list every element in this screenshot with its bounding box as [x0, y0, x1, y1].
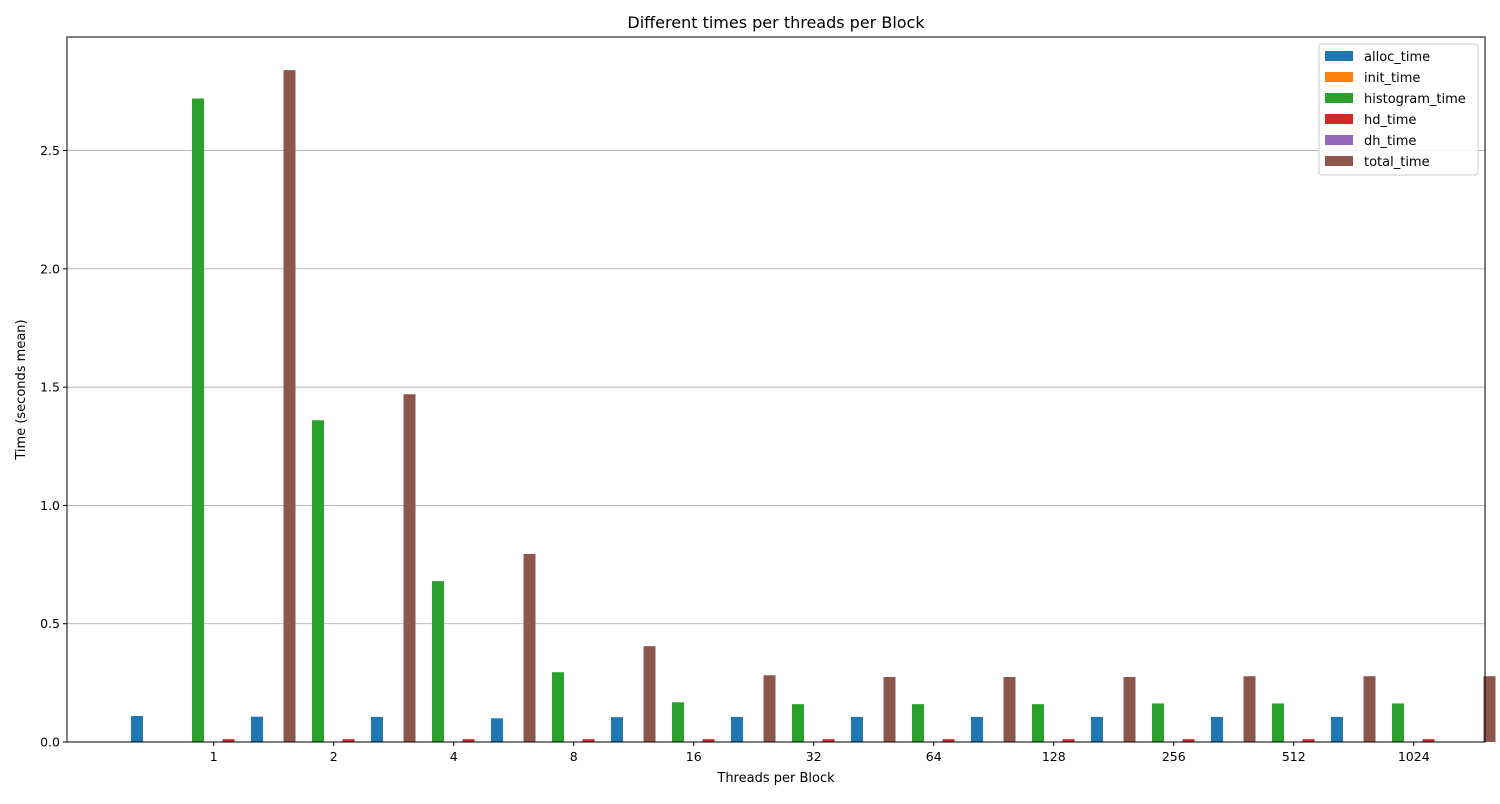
bar-total_time-4: [524, 554, 536, 742]
bar-histogram_time-128: [1032, 704, 1044, 742]
bar-histogram_time-4: [432, 581, 444, 742]
bar-total_time-512: [1364, 676, 1376, 742]
x-tick-label: 64: [926, 749, 942, 764]
bar-alloc_time-1024: [1331, 717, 1343, 742]
legend-label-hd_time: hd_time: [1364, 113, 1416, 128]
bar-alloc_time-512: [1211, 717, 1223, 742]
legend-swatch-histogram_time: [1325, 93, 1353, 103]
bar-histogram_time-256: [1152, 703, 1164, 742]
bar-histogram_time-1024: [1392, 703, 1404, 742]
legend-label-dh_time: dh_time: [1364, 134, 1416, 149]
y-tick-label: 1.5: [40, 380, 60, 395]
bar-total_time-8: [644, 646, 656, 742]
y-tick-label: 1.0: [40, 498, 60, 513]
y-tick-label: 2.5: [40, 143, 60, 158]
x-tick-label: 4: [450, 749, 458, 764]
bar-alloc_time-32: [731, 717, 743, 742]
chart-title: Different times per threads per Block: [627, 13, 925, 32]
x-tick-label: 1: [210, 749, 218, 764]
bar-alloc_time-4: [371, 717, 383, 742]
x-tick-label: 256: [1162, 749, 1186, 764]
x-tick-label: 2: [330, 749, 338, 764]
legend-swatch-hd_time: [1325, 114, 1353, 124]
y-axis-title: Time (seconds mean): [14, 319, 29, 460]
legend-label-total_time: total_time: [1364, 155, 1430, 170]
bar-total_time-32: [884, 677, 896, 742]
bar-alloc_time-128: [971, 717, 983, 742]
bar-histogram_time-512: [1272, 703, 1284, 742]
legend-swatch-alloc_time: [1325, 51, 1353, 61]
bar-histogram_time-64: [912, 704, 924, 742]
bar-total_time-2: [404, 394, 416, 742]
bar-total_time-128: [1124, 677, 1136, 742]
bar-alloc_time-8: [491, 718, 503, 742]
legend: alloc_time init_time histogram_time hd_time…: [1319, 44, 1478, 175]
x-tick-label: 8: [570, 749, 578, 764]
bar-alloc_time-256: [1091, 717, 1103, 742]
legend-label-alloc_time: alloc_time: [1364, 50, 1430, 65]
y-tick-label: 0.0: [40, 735, 60, 750]
y-tick-label: 0.5: [40, 616, 60, 631]
legend-swatch-total_time: [1325, 156, 1353, 166]
legend-swatch-init_time: [1325, 72, 1353, 82]
bar-total_time-1: [284, 70, 296, 742]
x-tick-label: 32: [806, 749, 822, 764]
x-tick-label: 128: [1042, 749, 1066, 764]
x-tick-label: 16: [686, 749, 702, 764]
bar-histogram_time-8: [552, 672, 564, 742]
legend-label-histogram_time: histogram_time: [1364, 92, 1466, 107]
bar-alloc_time-64: [851, 717, 863, 742]
bar-alloc_time-2: [251, 717, 263, 742]
bar-total_time-64: [1004, 677, 1016, 742]
bar-histogram_time-2: [312, 420, 324, 742]
x-axis-title: Threads per Block: [716, 771, 835, 786]
bar-histogram_time-1: [192, 99, 204, 742]
x-tick-label: 512: [1282, 749, 1306, 764]
bar-histogram_time-16: [672, 702, 684, 742]
legend-label-init_time: init_time: [1364, 71, 1420, 86]
legend-swatch-dh_time: [1325, 135, 1353, 145]
bar-total_time-16: [764, 675, 776, 742]
bar-alloc_time-1: [131, 716, 143, 742]
bar-total_time-256: [1244, 676, 1256, 742]
bar-histogram_time-32: [792, 704, 804, 742]
y-tick-label: 2.0: [40, 261, 60, 276]
x-tick-label: 1024: [1398, 749, 1430, 764]
bar-alloc_time-16: [611, 717, 623, 742]
